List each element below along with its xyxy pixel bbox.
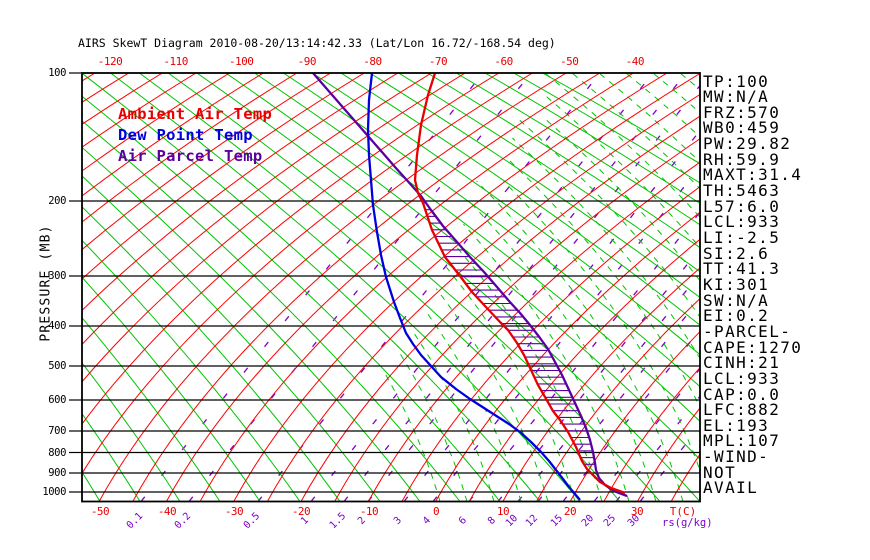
ambient-air-temp-curve <box>413 73 626 495</box>
side-panel-stat: LCL:933 <box>703 212 781 232</box>
side-panel-stat: TP:100 <box>703 71 770 91</box>
top-temp-label: -100 <box>228 55 254 68</box>
legend-dew-point-temp: Dew Point Temp <box>118 126 253 144</box>
top-temp-label: -70 <box>428 55 448 68</box>
pressure-tick-label: 1000 <box>42 486 66 498</box>
top-temp-label: -110 <box>163 55 188 68</box>
bottom-temp-label: 20 <box>563 505 577 518</box>
side-panel-stat: EL:193 <box>703 415 770 435</box>
side-panel-stat: LCL:933 <box>703 368 781 388</box>
side-panel-stat: MPL:107 <box>703 431 781 451</box>
page-title: AIRS SkewT Diagram 2010-08-20/13:14:42.3… <box>78 36 556 50</box>
side-panel-stat: EI:0.2 <box>703 306 770 326</box>
side-panel-stat: CINH:21 <box>703 353 781 373</box>
top-temp-label: -80 <box>363 55 382 68</box>
side-panel-stat: CAPE:1270 <box>703 337 803 357</box>
moist-adiabat-lines <box>384 73 700 502</box>
side-panel-stat: KI:301 <box>703 274 770 294</box>
top-temp-label: -120 <box>97 55 123 68</box>
pressure-tick-label: 100 <box>48 67 66 79</box>
bottom-temp-label: 30 <box>630 505 644 518</box>
pressure-tick-label: 500 <box>48 360 66 372</box>
pressure-tick-label: 700 <box>48 425 66 437</box>
bottom-temp-label: -20 <box>291 505 311 518</box>
top-temp-label: -50 <box>560 55 579 68</box>
side-panel-stat: LFC:882 <box>703 400 781 420</box>
cape-hatch-region <box>423 202 596 465</box>
side-panel-stat: AVAIL <box>703 478 759 498</box>
side-panel-stat: MW:N/A <box>703 87 770 107</box>
pressure-tick-label: 900 <box>48 467 66 479</box>
side-panel-stat: WB0:459 <box>703 118 781 138</box>
legend-air-parcel-temp: Air Parcel Temp <box>118 147 263 165</box>
bottom-temp-label: -50 <box>90 505 110 518</box>
temperature-axis-title: T(C) <box>669 505 697 518</box>
bottom-temp-label: -40 <box>157 505 177 518</box>
side-panel-stat: -WIND- <box>703 447 770 467</box>
side-panel-stat: NOT <box>703 462 737 482</box>
side-panel-stat: L57:6.0 <box>703 196 781 216</box>
mixing-ratio-axis-title: rs(g/kg) <box>662 517 713 529</box>
pressure-tick-label: 800 <box>48 446 66 459</box>
pressure-tick-label: 600 <box>48 394 66 406</box>
side-panel-stat: TH:5463 <box>703 181 781 201</box>
legend-ambient-air-temp: Ambient Air Temp <box>118 105 273 123</box>
pressure-tick-label: 300 <box>48 270 66 282</box>
bottom-temp-label: 10 <box>496 505 510 518</box>
bottom-temp-label: 0 <box>432 505 440 518</box>
side-panel-stat: LI:-2.5 <box>703 228 781 247</box>
side-panel-stat: TT:41.3 <box>703 259 781 279</box>
bottom-temp-label: -30 <box>224 505 244 518</box>
side-panel-stat: RH:59.9 <box>703 149 781 169</box>
pressure-tick-label: 200 <box>48 195 66 207</box>
isotherm-lines <box>82 73 700 502</box>
side-panel-stat: CAP:0.0 <box>703 384 781 404</box>
pressure-axis-ticks <box>69 72 82 493</box>
top-temp-label: -40 <box>625 55 645 68</box>
side-panel-stat: PW:29.82 <box>703 134 792 154</box>
side-panel-stat: -PARCEL- <box>703 321 792 341</box>
bottom-temp-label: -10 <box>359 505 379 518</box>
top-temp-label: -90 <box>297 55 317 68</box>
pressure-axis-title: PRESSURE (MB) <box>38 224 54 342</box>
grid-layer <box>82 73 700 502</box>
side-panel-stat: SW:N/A <box>703 290 770 310</box>
side-panel-stat: SI:2.6 <box>703 243 770 263</box>
air-parcel-temp-curve <box>312 73 628 498</box>
side-panel-stat: MAXT:31.4 <box>703 165 803 185</box>
pressure-tick-label: 400 <box>48 320 66 332</box>
plot-border <box>81 72 701 503</box>
top-temp-label: -60 <box>494 55 513 68</box>
dry-adiabat-lines <box>82 73 700 502</box>
side-panel-stat: FRZ:570 <box>703 102 781 122</box>
dew-point-temp-curve <box>366 73 581 501</box>
